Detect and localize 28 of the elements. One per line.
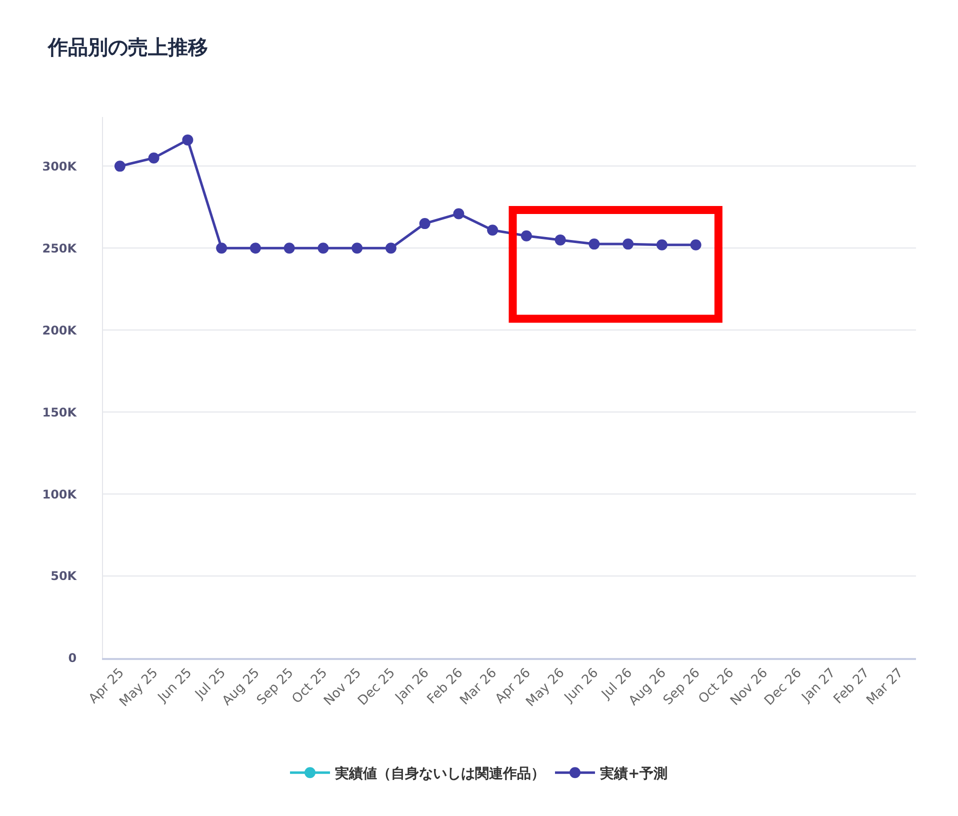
point <box>148 152 160 164</box>
point <box>114 160 126 172</box>
point <box>690 239 702 250</box>
point <box>622 238 634 250</box>
y-tick-label: 150K <box>42 405 78 420</box>
point <box>352 242 363 254</box>
y-tick-label: 0 <box>68 651 77 666</box>
point <box>656 239 668 250</box>
chart-title: 作品別の売上推移 <box>47 35 208 59</box>
point <box>284 242 295 254</box>
point <box>453 208 464 220</box>
y-tick-label: 300K <box>42 159 78 174</box>
point <box>520 230 532 242</box>
y-tick-label: 200K <box>42 323 78 338</box>
point <box>588 238 600 250</box>
point <box>216 242 228 254</box>
y-tick-label: 50K <box>50 569 78 584</box>
point <box>318 242 329 254</box>
point <box>487 224 498 236</box>
legend-label: 実績値（自身ないしは関連作品） <box>335 765 545 782</box>
point <box>554 234 566 246</box>
point <box>419 218 430 230</box>
legend-label: 実績+予測 <box>600 765 668 782</box>
point <box>250 242 261 254</box>
point <box>182 134 194 146</box>
y-tick-label: 100K <box>42 487 78 502</box>
point <box>385 242 396 254</box>
y-tick-label: 250K <box>42 241 78 256</box>
